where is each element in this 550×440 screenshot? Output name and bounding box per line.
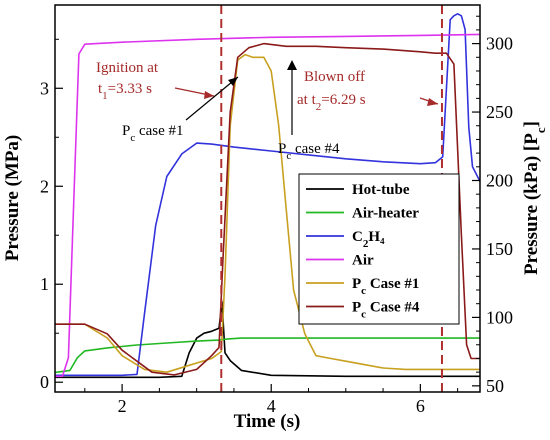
series-line-2 <box>55 337 480 374</box>
legend-label: Pc Case #4 <box>352 300 420 321</box>
pc-case1-arrow <box>185 76 239 121</box>
x-tick-label: 2 <box>118 396 127 416</box>
legend-label: Air-heater <box>352 206 419 222</box>
event-lines <box>220 5 443 392</box>
legend-label: Pc Case #1 <box>352 276 419 297</box>
y-tick-label: 3 <box>40 78 49 98</box>
y-tick-label: 2 <box>40 176 49 196</box>
ignition-arrow-head <box>204 91 214 99</box>
blown-off-annotation-line1: Blown off <box>304 69 365 85</box>
y2-tick-label: 200 <box>486 170 513 190</box>
pc-case4-annotation: Pc case #4 <box>278 141 340 162</box>
plot-frame <box>54 4 481 393</box>
legend: Hot-tube Air-heater C2H₄ Air Pc Case #1 Pc Ca… <box>298 173 460 325</box>
pc-case4-arrow-head <box>287 60 297 70</box>
pc-case1-arrow-head <box>228 77 238 86</box>
legend-label: Hot-tube <box>352 182 410 198</box>
ignition-annotation-line1: Ignition at <box>96 60 159 76</box>
y2-tick-label: 100 <box>486 307 513 327</box>
series-layer <box>55 13 480 379</box>
y-axis-title: Pressure (MPa) <box>2 135 23 261</box>
series-line-4 <box>55 33 480 378</box>
legend-items: Hot-tube Air-heater C2H₄ Air Pc Case #1 Pc Ca… <box>306 182 420 321</box>
axis-ticks: 2 4 6 0 1 2 3 50 100 150 200 250 300 <box>40 15 513 416</box>
y2-tick-label: 150 <box>486 239 513 259</box>
blown-off-arrow-head <box>427 98 438 106</box>
blown-off-annotation-line2: at t2=6.29 s <box>297 92 366 113</box>
x-axis-title: Time (s) <box>234 411 301 432</box>
y2-axis-title: Pressure (kPa) [Pc] <box>521 121 548 275</box>
series-line-5 <box>55 53 480 374</box>
y2-tick-label: 250 <box>486 102 513 122</box>
ignition-annotation-line2: t1=3.33 s <box>98 81 152 102</box>
y2-tick-label: 50 <box>486 376 504 396</box>
legend-box <box>298 173 460 325</box>
legend-label: Air <box>352 253 374 269</box>
x-tick-label: 4 <box>267 396 276 416</box>
y2-tick-label: 300 <box>486 34 513 54</box>
series-line-3 <box>55 13 480 377</box>
series-line-1 <box>55 301 480 379</box>
x-tick-label: 6 <box>416 396 425 416</box>
y-tick-label: 1 <box>40 274 49 294</box>
y-tick-label: 0 <box>40 372 49 392</box>
series-line-6 <box>55 42 480 376</box>
annotations: Ignition at t1=3.33 s Blown off at t2=6.… <box>96 60 439 162</box>
legend-label: C2H₄ <box>352 229 385 250</box>
pc-case1-annotation: Pc case #1 <box>122 123 184 144</box>
